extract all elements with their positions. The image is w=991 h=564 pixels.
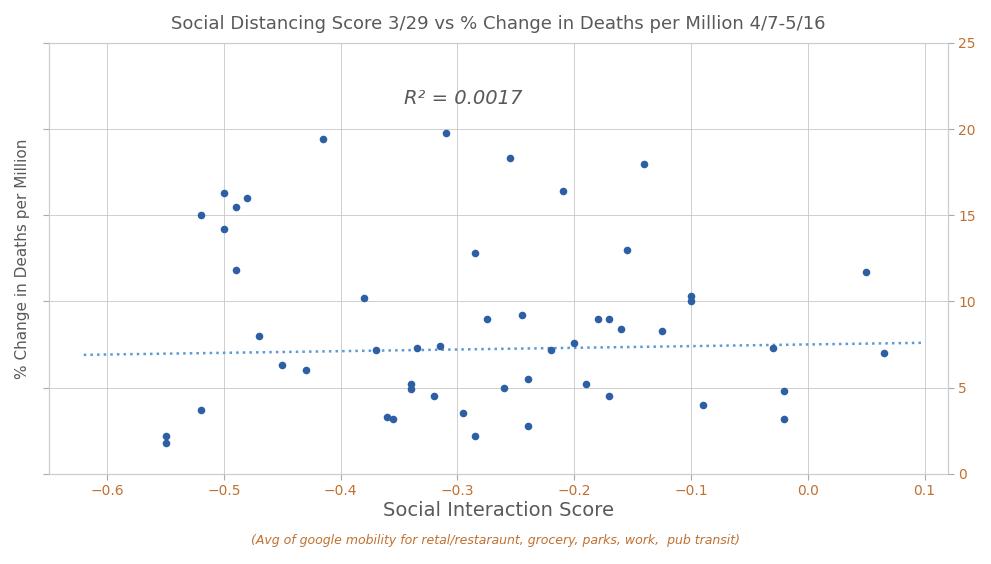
Point	[636, 159, 652, 168]
Point	[315, 135, 331, 144]
Point	[216, 224, 232, 233]
Point	[555, 187, 571, 196]
Point	[368, 345, 384, 354]
Y-axis label: % Change in Deaths per Million: % Change in Deaths per Million	[15, 138, 30, 378]
Point	[513, 311, 529, 320]
Point	[402, 385, 418, 394]
Point	[216, 188, 232, 197]
Point	[654, 326, 670, 335]
Point	[777, 414, 793, 423]
Point	[456, 409, 472, 418]
Point	[385, 414, 401, 423]
Point	[683, 297, 699, 306]
Point	[158, 438, 173, 447]
X-axis label: Social Interaction Score: Social Interaction Score	[383, 501, 613, 520]
Title: Social Distancing Score 3/29 vs % Change in Deaths per Million 4/7-5/16: Social Distancing Score 3/29 vs % Change…	[171, 15, 826, 33]
Point	[380, 412, 395, 421]
Point	[543, 345, 559, 354]
Point	[695, 400, 711, 409]
Point	[613, 324, 629, 333]
Point	[602, 391, 617, 400]
Point	[765, 343, 781, 352]
Point	[408, 343, 424, 352]
Point	[602, 314, 617, 323]
Point	[275, 360, 290, 369]
Point	[432, 342, 448, 351]
Point	[777, 386, 793, 395]
Point	[402, 380, 418, 389]
Point	[240, 193, 256, 202]
Point	[519, 374, 535, 384]
Point	[426, 391, 442, 400]
Point	[297, 366, 313, 375]
Point	[228, 266, 244, 275]
Point	[467, 431, 483, 440]
Point	[858, 267, 874, 276]
Point	[192, 406, 208, 415]
Point	[479, 314, 495, 323]
Point	[519, 421, 535, 430]
Point	[438, 128, 454, 137]
Point	[566, 338, 582, 347]
Point	[356, 293, 372, 302]
Point	[578, 380, 594, 389]
Point	[619, 245, 635, 254]
Point	[192, 211, 208, 220]
Point	[590, 314, 606, 323]
Point	[683, 292, 699, 301]
Point	[158, 431, 173, 440]
Point	[467, 249, 483, 258]
Text: (Avg of google mobility for retal/restaraunt, grocery, parks, work,  pub transit: (Avg of google mobility for retal/restar…	[251, 534, 740, 547]
Text: R² = 0.0017: R² = 0.0017	[404, 89, 522, 108]
Point	[228, 202, 244, 211]
Point	[502, 154, 518, 163]
Point	[496, 383, 512, 392]
Point	[251, 332, 267, 341]
Point	[876, 349, 892, 358]
